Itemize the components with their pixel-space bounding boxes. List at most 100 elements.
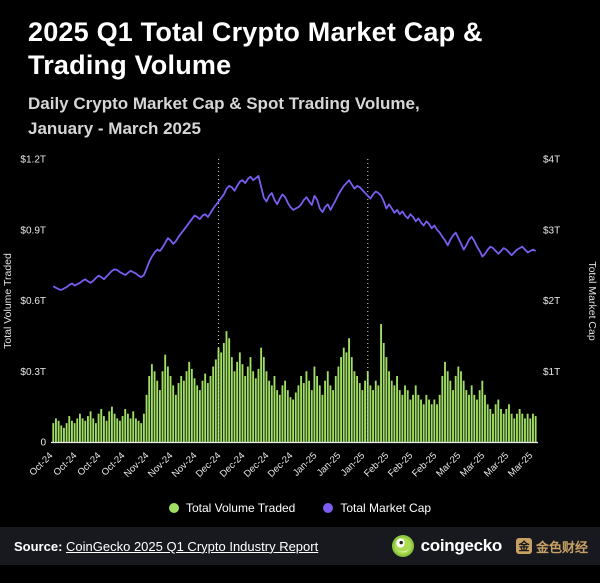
marketcap-line xyxy=(52,175,537,292)
left-axis-tick: $0.3T xyxy=(20,367,46,378)
source-text: Source: CoinGecko 2025 Q1 Crypto Industr… xyxy=(14,539,318,554)
volume-bar xyxy=(193,378,196,443)
volume-bar xyxy=(100,409,103,443)
volume-bar xyxy=(401,395,404,443)
volume-bar xyxy=(276,390,279,443)
volume-bar xyxy=(454,376,457,443)
volume-bar xyxy=(105,420,108,443)
volume-bar xyxy=(252,371,255,443)
right-axis-tick: $2T xyxy=(543,296,560,307)
volume-bar xyxy=(230,357,233,443)
volume-bar xyxy=(332,390,335,443)
volume-bar xyxy=(113,413,116,443)
volume-bar xyxy=(278,395,281,443)
volume-bar xyxy=(526,413,529,443)
volume-bar xyxy=(409,399,412,443)
volume-bar xyxy=(108,411,111,443)
x-axis-tick: Nov-24 xyxy=(146,451,175,480)
volume-bar xyxy=(262,357,265,443)
volume-bar xyxy=(313,366,316,443)
volume-bar xyxy=(238,352,241,443)
volume-bar xyxy=(364,380,366,443)
volume-bar xyxy=(380,324,382,443)
volume-bar xyxy=(164,354,167,443)
volume-bar xyxy=(524,418,526,443)
volume-bar xyxy=(382,343,385,443)
volume-bar xyxy=(86,416,89,443)
volume-bar xyxy=(158,390,161,443)
volume-bar xyxy=(249,357,252,443)
x-axis-tick: Mar-25 xyxy=(458,451,487,480)
volume-bar xyxy=(286,390,289,443)
volume-bar xyxy=(73,423,76,443)
volume-bar xyxy=(436,404,438,443)
volume-bar xyxy=(366,371,369,443)
volume-bar xyxy=(310,390,313,443)
volume-bar xyxy=(57,420,60,443)
volume-bar xyxy=(244,376,247,443)
volume-bar xyxy=(134,418,137,443)
volume-bar xyxy=(206,383,209,443)
volume-bar xyxy=(420,399,422,443)
volume-bar xyxy=(270,385,273,443)
volume-bar xyxy=(417,395,420,443)
volume-bar xyxy=(374,380,377,443)
volume-bar xyxy=(126,413,129,443)
volume-bar xyxy=(534,416,537,443)
legend-label-volume: Total Volume Traded xyxy=(185,501,296,516)
legend-label-marketcap: Total Market Cap xyxy=(340,501,432,516)
volume-bar xyxy=(273,376,276,443)
footer-bar: Source: CoinGecko 2025 Q1 Crypto Industr… xyxy=(0,527,600,566)
volume-bar xyxy=(92,418,95,443)
volume-bar xyxy=(353,371,356,443)
watermark-text: 金色财经 xyxy=(535,539,588,555)
volume-bar xyxy=(297,385,300,443)
volume-bar xyxy=(222,343,225,443)
volume-bar xyxy=(52,423,55,443)
volume-bar xyxy=(142,413,145,443)
x-axis-tick: Dec-24 xyxy=(218,451,247,480)
volume-bar xyxy=(404,385,406,443)
volume-bar xyxy=(318,385,321,443)
x-axis-tick: Dec-24 xyxy=(266,451,295,480)
chart-legend: Total Volume Traded Total Market Cap xyxy=(0,501,600,515)
volume-bar xyxy=(140,423,143,443)
volume-bar xyxy=(342,347,345,443)
volume-bar xyxy=(118,420,121,443)
marketcap-legend-dot-icon xyxy=(323,503,334,514)
volume-bar xyxy=(182,380,185,443)
volume-bar xyxy=(385,357,388,443)
legend-item-volume: Total Volume Traded xyxy=(168,501,296,516)
volume-bar xyxy=(204,373,207,443)
watermark-badge-icon: 金 xyxy=(515,538,532,555)
volume-bar xyxy=(214,359,217,443)
volume-bar xyxy=(516,413,518,443)
coingecko-wordmark: coingecko xyxy=(420,536,503,556)
volume-bar xyxy=(449,380,452,443)
volume-bar xyxy=(390,380,393,443)
subtitle-line-1: Daily Crypto Market Cap & Spot Trading V… xyxy=(28,93,420,113)
source-report-link[interactable]: CoinGecko 2025 Q1 Crypto Industry Report xyxy=(66,538,319,554)
watermark: 金 金色财经 xyxy=(515,537,588,556)
left-axis-tick: $0.6T xyxy=(20,296,46,307)
volume-legend-dot-icon xyxy=(168,503,179,514)
source-label: Source: xyxy=(14,538,63,554)
volume-bar xyxy=(494,404,497,443)
volume-bar xyxy=(257,369,260,443)
x-axis-tick: Dec-24 xyxy=(242,451,271,480)
volume-bar xyxy=(457,366,460,443)
volume-bar xyxy=(169,376,172,443)
volume-bar xyxy=(97,413,100,443)
volume-bar xyxy=(484,395,486,443)
volume-bar xyxy=(236,362,239,443)
right-axis-tick: $3T xyxy=(543,226,560,237)
volume-bar xyxy=(63,428,65,443)
volume-bar xyxy=(60,425,63,443)
volume-bar xyxy=(337,366,340,443)
volume-bar xyxy=(444,362,446,443)
volume-bar xyxy=(196,385,199,443)
x-axis-tick: Mar-25 xyxy=(434,451,463,480)
volume-bar xyxy=(470,385,473,443)
x-axis-tick: Nov-24 xyxy=(170,451,199,480)
volume-bar xyxy=(153,371,156,443)
